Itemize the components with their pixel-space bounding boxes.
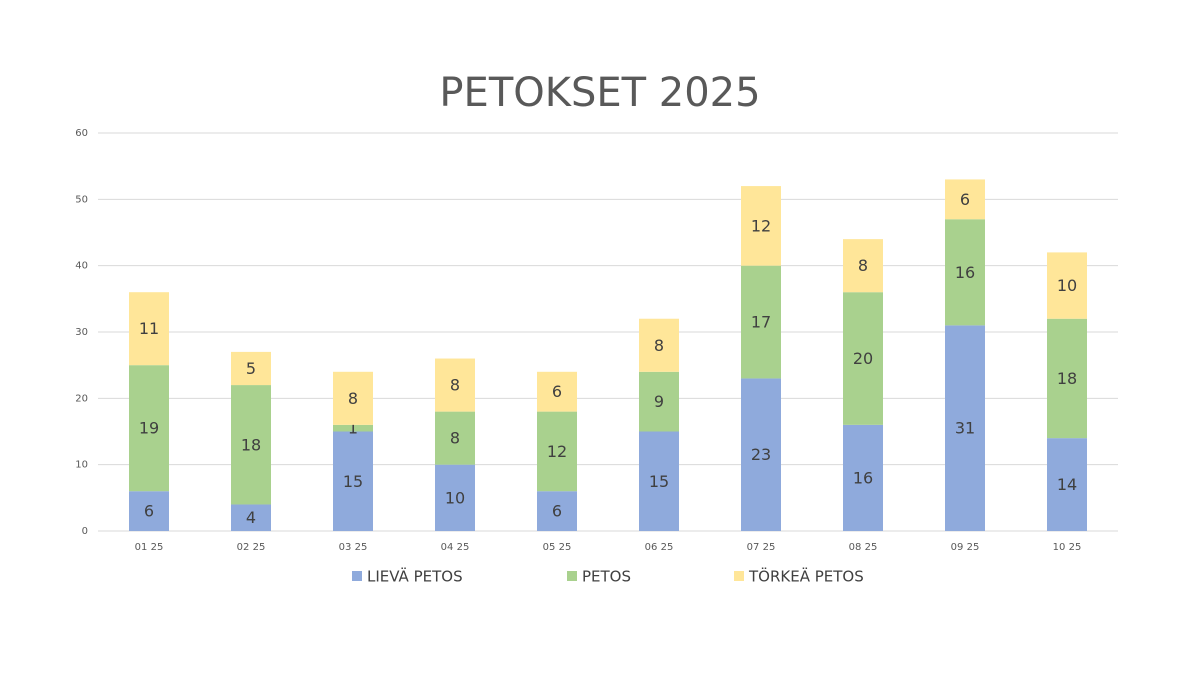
data-label: 18 bbox=[241, 435, 261, 454]
x-tick-label: 09 25 bbox=[951, 542, 980, 553]
bar-segment bbox=[945, 219, 985, 326]
y-tick-label: 50 bbox=[75, 194, 88, 205]
x-tick-label: 01 25 bbox=[135, 542, 164, 553]
data-label: 23 bbox=[751, 445, 771, 464]
bar-segment bbox=[843, 424, 883, 531]
data-label: 12 bbox=[547, 442, 567, 461]
data-label: 6 bbox=[960, 190, 970, 209]
bar-segment bbox=[843, 292, 883, 425]
data-label: 17 bbox=[751, 313, 771, 332]
data-label: 10 bbox=[1057, 276, 1077, 295]
bar-segment bbox=[333, 431, 373, 531]
bar-segment bbox=[741, 265, 781, 379]
bar-segment bbox=[435, 358, 475, 412]
bar-segment bbox=[639, 371, 679, 432]
data-label: 6 bbox=[552, 502, 562, 521]
bar-segment bbox=[639, 431, 679, 531]
data-label: 15 bbox=[649, 472, 669, 491]
data-label: 20 bbox=[853, 349, 873, 368]
y-tick-label: 10 bbox=[75, 460, 88, 471]
data-label: 10 bbox=[445, 488, 465, 507]
x-tick-label: 02 25 bbox=[237, 542, 266, 553]
bar-segment bbox=[231, 504, 271, 531]
x-tick-label: 10 25 bbox=[1053, 542, 1082, 553]
data-label: 8 bbox=[450, 376, 460, 395]
bar-segment bbox=[231, 351, 271, 386]
y-tick-label: 0 bbox=[82, 526, 88, 537]
bar-segment bbox=[537, 491, 577, 531]
x-tick-label: 07 25 bbox=[747, 542, 776, 553]
data-label: 5 bbox=[246, 359, 256, 378]
data-label: 4 bbox=[246, 508, 256, 527]
bar-segment bbox=[945, 325, 985, 531]
x-tick-label: 05 25 bbox=[543, 542, 572, 553]
data-label: 16 bbox=[955, 263, 975, 282]
bar-segment bbox=[1047, 438, 1087, 531]
data-label: 31 bbox=[955, 419, 975, 438]
data-label: 14 bbox=[1057, 475, 1077, 494]
x-tick-label: 06 25 bbox=[645, 542, 674, 553]
data-label: 8 bbox=[450, 429, 460, 448]
bar-segment bbox=[129, 292, 169, 366]
bar-segment bbox=[537, 371, 577, 412]
data-label: 12 bbox=[751, 216, 771, 235]
legend-swatch bbox=[734, 571, 744, 581]
bar-segment bbox=[1047, 318, 1087, 439]
bar-segment bbox=[231, 385, 271, 505]
data-label: 8 bbox=[858, 256, 868, 275]
bar-segment bbox=[945, 179, 985, 220]
bar-segment bbox=[741, 186, 781, 266]
bar-segment bbox=[129, 491, 169, 531]
x-tick-label: 03 25 bbox=[339, 542, 368, 553]
legend-label: PETOS bbox=[582, 568, 631, 586]
bar-segment bbox=[741, 378, 781, 531]
data-label: 8 bbox=[348, 389, 358, 408]
data-label: 6 bbox=[144, 502, 154, 521]
bar-segment bbox=[435, 411, 475, 465]
legend-swatch bbox=[567, 571, 577, 581]
legend-swatch bbox=[352, 571, 362, 581]
y-tick-label: 30 bbox=[75, 327, 88, 338]
y-tick-label: 20 bbox=[75, 393, 88, 404]
bar-segment bbox=[639, 318, 679, 372]
data-label: 15 bbox=[343, 472, 363, 491]
legend-label: TÖRKEÄ PETOS bbox=[748, 567, 864, 586]
data-label: 16 bbox=[853, 468, 873, 487]
y-tick-label: 60 bbox=[75, 128, 88, 139]
chart-title: PETOKSET 2025 bbox=[439, 70, 760, 116]
bar-segment bbox=[537, 411, 577, 492]
data-label: 9 bbox=[654, 392, 664, 411]
data-label: 8 bbox=[654, 336, 664, 355]
x-tick-label: 08 25 bbox=[849, 542, 878, 553]
bar-segment bbox=[333, 371, 373, 425]
bar-segment bbox=[333, 424, 373, 432]
bar-segment bbox=[435, 464, 475, 531]
data-label: 18 bbox=[1057, 369, 1077, 388]
data-label: 6 bbox=[552, 382, 562, 401]
legend-label: LIEVÄ PETOS bbox=[367, 567, 463, 586]
data-label: 11 bbox=[139, 319, 159, 338]
x-tick-label: 04 25 bbox=[441, 542, 470, 553]
data-label: 19 bbox=[139, 419, 159, 438]
bar-segment bbox=[843, 239, 883, 293]
y-tick-label: 40 bbox=[75, 261, 88, 272]
bar-segment bbox=[129, 365, 169, 492]
bar-segment bbox=[1047, 252, 1087, 319]
data-label: 1 bbox=[348, 419, 358, 438]
